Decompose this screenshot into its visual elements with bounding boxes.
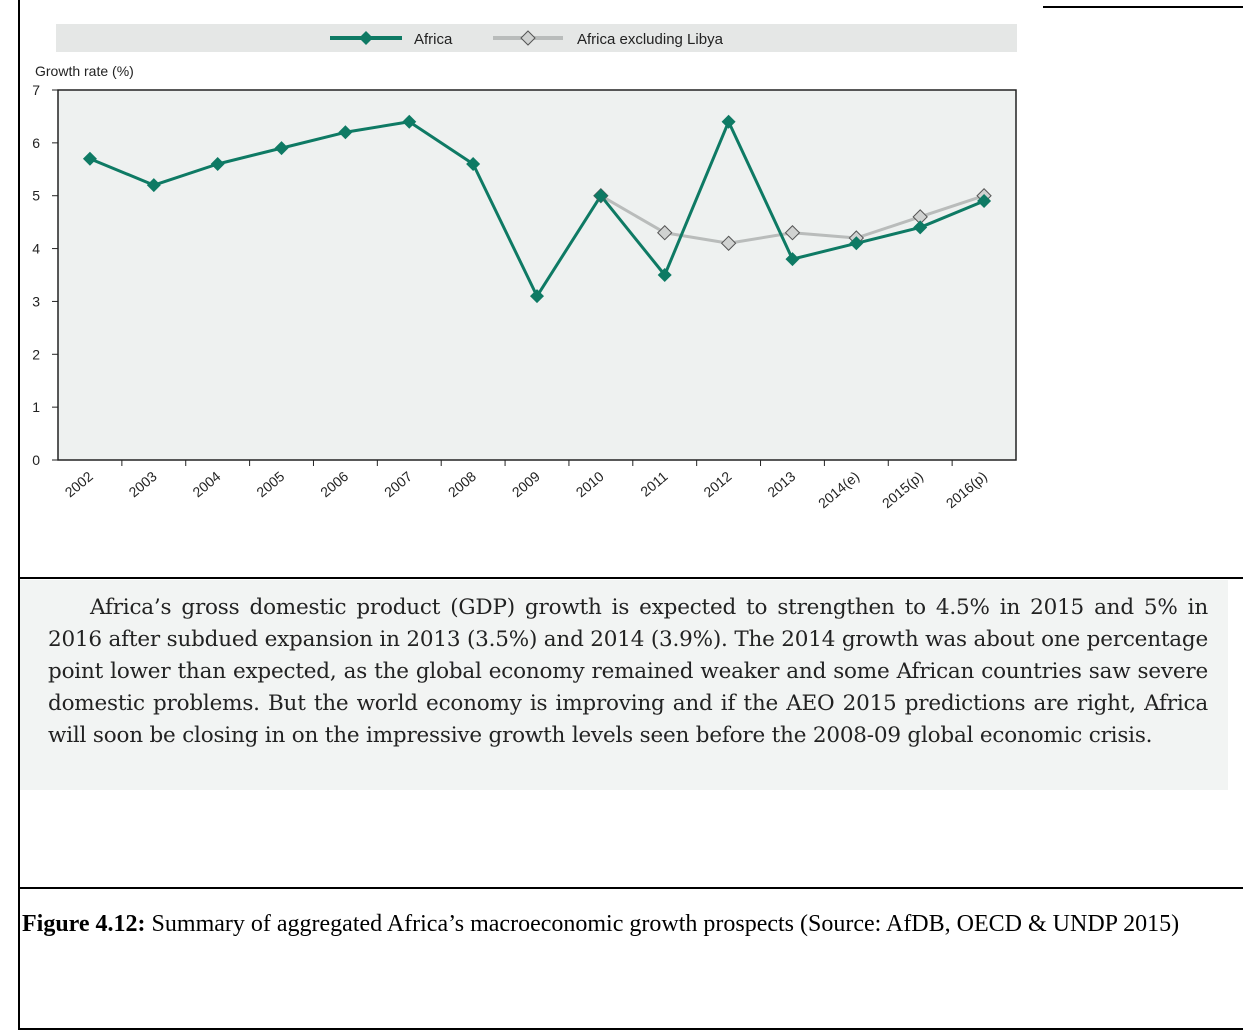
data-point-africa (466, 157, 481, 171)
frame-left (18, 0, 20, 1030)
y-tick-label: 5 (32, 188, 40, 204)
data-point-africa (274, 141, 289, 156)
data-point-africa (785, 252, 800, 267)
frame-top-right (1043, 6, 1243, 8)
x-tick-label: 2004 (189, 468, 223, 500)
data-point-africa (593, 188, 608, 203)
y-tick-label: 0 (32, 452, 40, 468)
body-paragraph: Africa’s gross domestic product (GDP) gr… (48, 595, 1208, 748)
y-axis-label: Growth rate (%) (35, 63, 134, 79)
data-point-africa (146, 178, 161, 193)
x-tick-label: 2016(p) (943, 468, 990, 511)
x-tick-label: 2013 (764, 468, 798, 500)
y-tick-label: 1 (32, 399, 40, 415)
figure-caption: Figure 4.12: Summary of aggregated Afric… (22, 902, 1222, 946)
y-tick-label: 6 (32, 135, 40, 151)
data-point-africa (913, 220, 928, 235)
x-tick-label: 2008 (445, 468, 479, 500)
series-layer (82, 114, 992, 304)
data-point-africa (210, 157, 225, 171)
growth-rate-chart: Africa Africa excluding Libya Growth rat… (32, 24, 1017, 511)
y-axis: 0 1 2 3 4 5 6 7 (32, 82, 58, 468)
x-tick-label: 2011 (637, 468, 671, 500)
data-point-africa (849, 236, 864, 251)
legend-libya-marker (520, 30, 536, 46)
x-tick-label: 2010 (573, 468, 607, 500)
figure-caption-label: Figure 4.12: (22, 911, 146, 937)
figure-caption-text: Summary of aggregated Africa’s macroecon… (145, 911, 1180, 937)
data-point-africa (977, 194, 992, 208)
plot-area (57, 89, 1017, 461)
data-point-africa (82, 151, 97, 166)
y-tick-label: 4 (32, 241, 40, 257)
x-tick-label: 2005 (253, 468, 287, 500)
x-axis: 2002 2003 2004 2005 2006 2007 2008 2009 2010 2011… (62, 460, 990, 511)
x-tick-label: 2002 (62, 468, 96, 500)
x-tick-label: 2007 (381, 468, 415, 500)
data-point-africa-excluding-libya (784, 225, 801, 241)
legend: Africa Africa excluding Libya (330, 30, 724, 48)
text-panel (20, 580, 1228, 790)
y-tick-label: 3 (32, 293, 40, 309)
data-point-africa-excluding-libya (720, 235, 737, 251)
data-point-africa (402, 114, 417, 129)
x-tick-label: 2014(e) (815, 468, 862, 511)
y-tick-label: 7 (32, 82, 40, 98)
data-point-africa (530, 289, 544, 304)
y-tick-label: 2 (32, 346, 40, 362)
x-tick-label: 2009 (509, 468, 543, 500)
legend-africa-label: Africa (414, 31, 453, 48)
frame-bottom (18, 1028, 1243, 1030)
x-tick-label: 2012 (700, 468, 734, 500)
data-point-africa (657, 268, 672, 282)
x-tick-label: 2006 (317, 468, 351, 500)
data-point-africa-excluding-libya (657, 225, 673, 241)
x-tick-label: 2003 (126, 468, 160, 500)
data-point-africa (338, 125, 353, 140)
legend-africa-marker (359, 31, 373, 45)
x-tick-label: 2015(p) (879, 468, 926, 511)
frame-divider-2 (18, 887, 1243, 889)
legend-libya-label: Africa excluding Libya (577, 31, 724, 48)
frame-divider-1 (18, 577, 1243, 579)
data-point-africa (721, 114, 736, 129)
